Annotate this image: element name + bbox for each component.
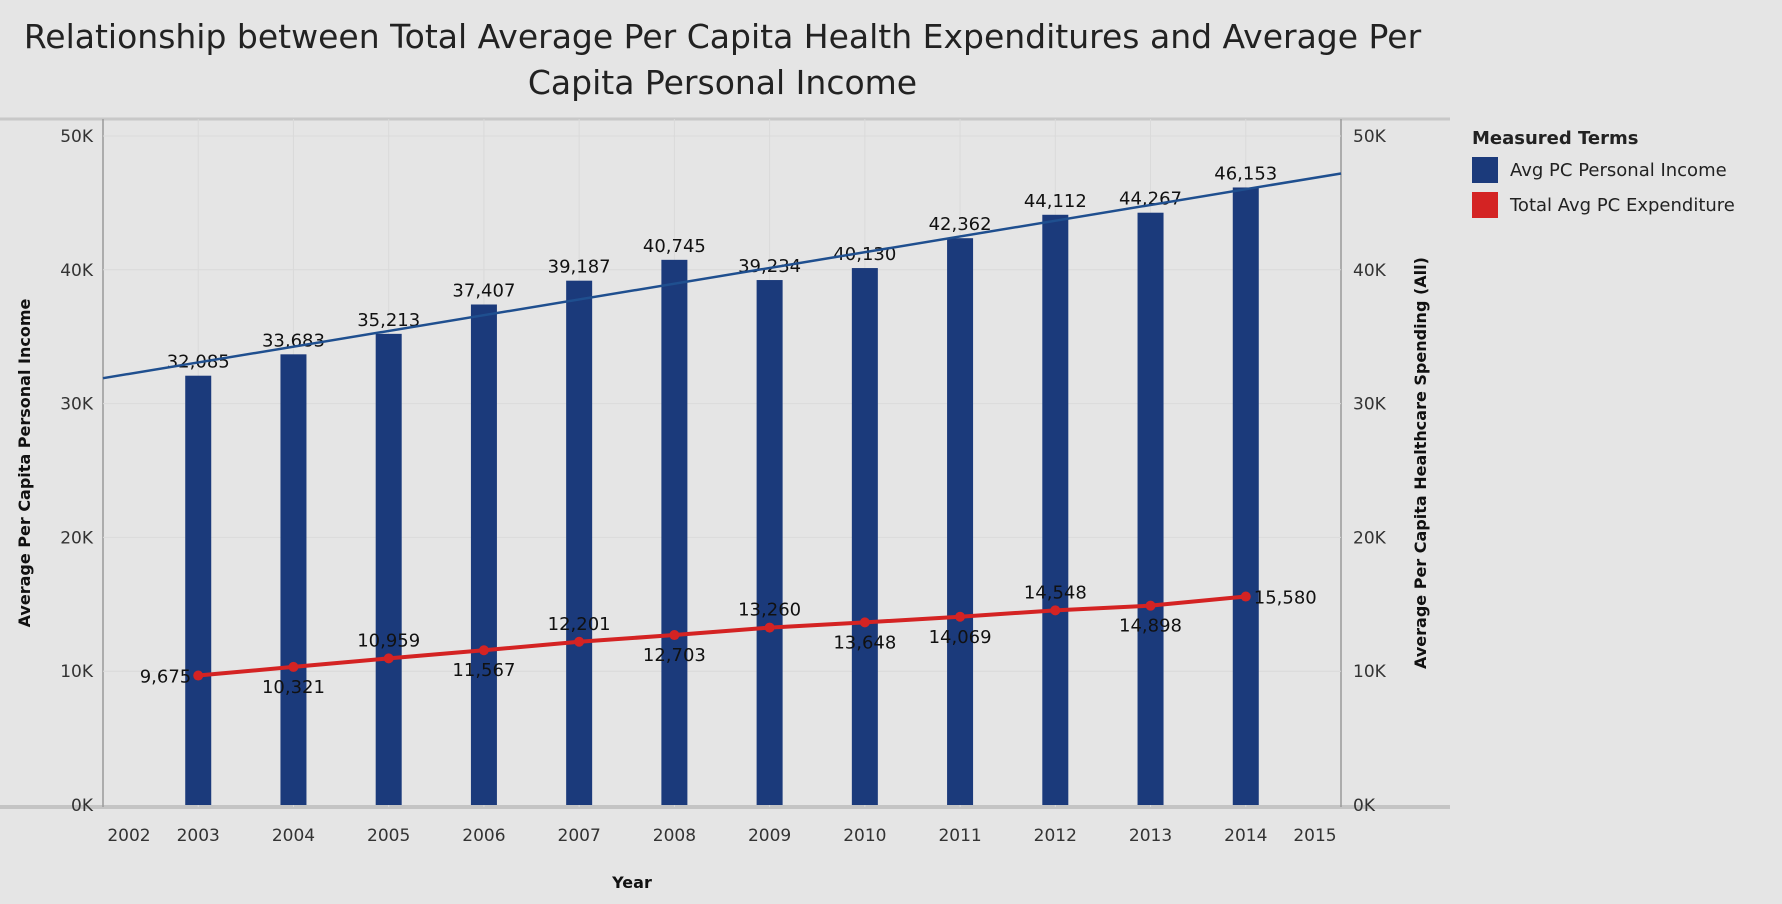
line-data-label: 10,959	[357, 630, 420, 651]
bar-data-label: 39,187	[548, 257, 611, 278]
y-axis-title-right: Average Per Capita Healthcare Spending (…	[1411, 257, 1430, 669]
expenditure-point	[859, 617, 870, 628]
bar-data-label: 33,683	[262, 330, 325, 351]
bar-income	[661, 259, 688, 805]
x-tick-label: 2006	[462, 826, 505, 846]
bar-income	[185, 375, 212, 805]
bar-income	[1232, 187, 1259, 806]
line-data-label: 12,703	[643, 645, 706, 666]
x-tick-label: 2009	[748, 826, 791, 846]
bar-income	[947, 238, 974, 806]
y-tick-left: 40K	[60, 261, 94, 281]
x-tick-label: 2003	[177, 826, 220, 846]
bar-income	[280, 354, 307, 805]
expenditure-line	[198, 594, 1246, 678]
x-tick-label: 2002	[107, 826, 150, 846]
x-tick-label: 2011	[938, 826, 981, 846]
line-data-label: 15,580	[1254, 588, 1317, 609]
legend: Measured Terms Avg PC Personal Income To…	[1472, 128, 1735, 227]
bar-data-label: 44,112	[1024, 191, 1087, 212]
legend-swatch-expenditure	[1472, 192, 1498, 218]
bar-income	[375, 333, 402, 805]
y-tick-right: 20K	[1353, 528, 1387, 548]
bar-data-label: 40,130	[833, 244, 896, 265]
income-trend-line	[102, 172, 1342, 380]
y-tick-right: 40K	[1353, 261, 1387, 281]
legend-label: Avg PC Personal Income	[1510, 159, 1727, 181]
line-data-label: 11,567	[452, 660, 515, 681]
bar-income	[566, 280, 593, 805]
x-tick-label: 2008	[653, 826, 696, 846]
line-data-label: 14,069	[929, 627, 992, 648]
legend-item-income[interactable]: Avg PC Personal Income	[1472, 157, 1735, 183]
line-data-label: 14,898	[1119, 616, 1182, 637]
chart-title: Relationship between Total Average Per C…	[23, 17, 1422, 102]
x-tick-label: 2007	[558, 826, 601, 846]
x-tick-label: 2005	[367, 826, 410, 846]
bar-data-label: 44,267	[1119, 189, 1182, 210]
y-tick-left: 50K	[60, 127, 94, 147]
legend-swatch-income	[1472, 157, 1498, 183]
line-data-label: 13,648	[833, 632, 896, 653]
line-data-label: 10,321	[262, 677, 325, 698]
x-tick-label: 2015	[1293, 826, 1336, 846]
expenditure-point	[1240, 591, 1251, 602]
bar-income	[851, 268, 878, 805]
line-data-label: 9,675	[140, 667, 192, 688]
bar-data-label: 35,213	[357, 310, 420, 331]
y-tick-right: 10K	[1353, 662, 1387, 682]
bar-data-label: 46,153	[1214, 163, 1277, 184]
bar-data-label: 37,407	[452, 280, 515, 301]
expenditure-point	[193, 670, 204, 681]
expenditure-point	[955, 611, 966, 622]
line-data-label: 14,548	[1024, 582, 1087, 603]
line-data-label: 13,260	[738, 600, 801, 621]
bar-data-label: 40,745	[643, 236, 706, 257]
expenditure-point	[478, 645, 489, 656]
y-tick-left: 10K	[60, 662, 94, 682]
y-tick-left: 0K	[71, 796, 94, 816]
y-tick-left: 30K	[60, 395, 94, 415]
bar-income	[470, 304, 497, 805]
y-tick-left: 20K	[60, 528, 94, 548]
expenditure-point	[1145, 600, 1156, 611]
line-data-label: 12,201	[548, 614, 611, 635]
bar-income	[1137, 212, 1164, 806]
y-axis-title-left: Average Per Capita Personal Income	[15, 298, 34, 627]
legend-item-expenditure[interactable]: Total Avg PC Expenditure	[1472, 192, 1735, 218]
y-tick-right: 30K	[1353, 395, 1387, 415]
expenditure-point	[764, 622, 775, 633]
bar-data-label: 39,234	[738, 256, 801, 277]
bar-income	[1042, 214, 1069, 805]
expenditure-point	[1050, 605, 1061, 616]
expenditure-point	[288, 661, 299, 672]
y-tick-right: 0K	[1353, 796, 1376, 816]
x-tick-label: 2014	[1224, 826, 1267, 846]
x-tick-label: 2013	[1129, 826, 1172, 846]
expenditure-point	[574, 636, 585, 647]
legend-label: Total Avg PC Expenditure	[1510, 194, 1735, 216]
x-tick-label: 2010	[843, 826, 886, 846]
expenditure-point	[383, 653, 394, 664]
legend-title: Measured Terms	[1472, 128, 1639, 149]
bar-data-label: 42,362	[929, 214, 992, 235]
bar-income	[756, 280, 783, 805]
x-tick-label: 2012	[1034, 826, 1077, 846]
x-axis-title: Year	[611, 873, 652, 892]
y-tick-right: 50K	[1353, 127, 1387, 147]
expenditure-point	[669, 630, 680, 641]
x-tick-label: 2004	[272, 826, 315, 846]
